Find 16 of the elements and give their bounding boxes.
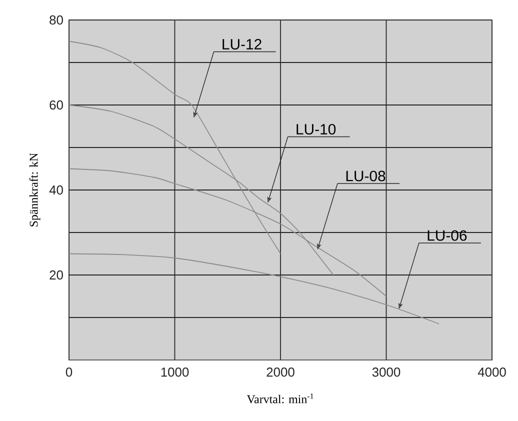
x-axis-title: Varvtal: min$^{-1}$ [246,394,314,404]
annotation: LU-12 [222,38,262,50]
x-tick-label: 4000 [478,368,506,377]
x-tick-label: 3000 [372,368,400,377]
y-tick-label: 40 [49,185,63,195]
annotation: LU-08 [346,170,386,182]
y-tick-label: 80 [50,15,63,25]
x-tick-label: 0 [66,368,72,377]
annotation: LU-06 [428,230,467,241]
x-tick-label: 2000 [266,368,294,377]
y-axis-title: Spännkraft: kN [29,153,40,226]
annotation: LU-10 [296,124,336,135]
y-tick-label: 20 [50,270,63,280]
line-series [68,253,440,324]
y-tick-label: 60 [50,100,63,110]
x-tick-label: 1000 [161,368,189,377]
